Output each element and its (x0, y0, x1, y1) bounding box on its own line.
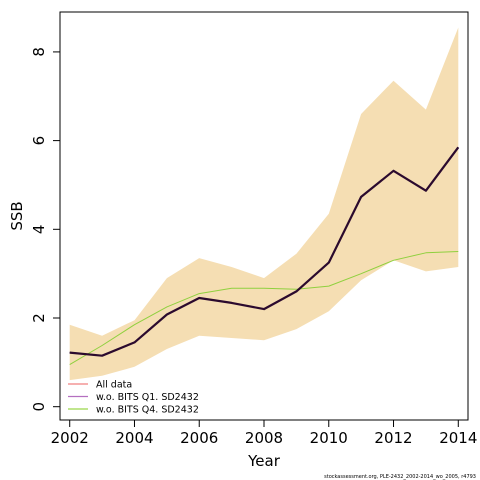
y-axis-title: SSB (8, 201, 26, 230)
x-tick-label: 2008 (245, 429, 283, 447)
x-tick-label: 2010 (310, 429, 348, 447)
x-tick-label: 2002 (51, 429, 89, 447)
series-line-2 (69, 251, 459, 366)
y-tick-label: 6 (30, 136, 48, 146)
legend-label: All data (96, 380, 132, 391)
x-tick-label: 2012 (374, 429, 412, 447)
confidence-band-layer (69, 27, 459, 381)
y-tick-label: 8 (30, 47, 48, 57)
x-tick-label: 2014 (439, 429, 477, 447)
y-tick-label: 2 (30, 313, 48, 323)
x-tick-label: 2004 (115, 429, 153, 447)
x-axis-title: Year (247, 452, 281, 470)
confidence-band (69, 27, 459, 381)
legend-label: w.o. BITS Q1. SD2432 (96, 392, 199, 403)
y-tick-label: 4 (30, 225, 48, 235)
y-tick-label: 0 (30, 402, 48, 412)
x-tick-label: 2006 (180, 429, 218, 447)
series-layer (69, 146, 460, 366)
legend-label: w.o. BITS Q4. SD2432 (96, 405, 199, 416)
x-axis: 2002 2004 2006 2008 2010 2012 2014 (51, 420, 477, 447)
y-axis: 0 2 4 6 8 (30, 47, 60, 411)
footer-credit: stockassessment.org, PLE-2432_2002-2014_… (324, 474, 476, 480)
series-line-0 (69, 146, 460, 357)
